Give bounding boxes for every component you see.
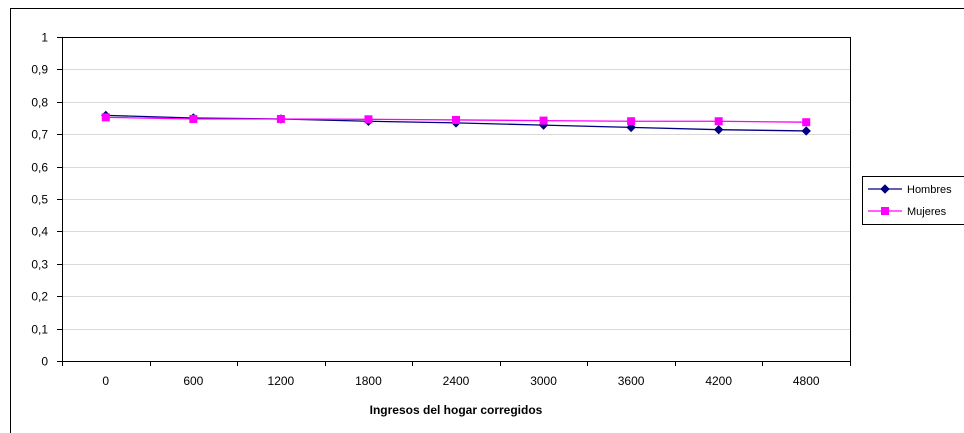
data-point-hombres [801, 126, 811, 136]
data-point-mujeres [276, 114, 285, 123]
data-point-mujeres [364, 115, 373, 124]
plot-area [62, 37, 851, 362]
data-point-mujeres [714, 117, 723, 126]
data-point-mujeres [452, 115, 460, 124]
y-tick-label: 0,6 [31, 161, 48, 175]
legend-label-mujeres: Mujeres [907, 206, 947, 218]
x-tick-label: 3000 [530, 374, 557, 388]
data-point-mujeres [802, 118, 811, 127]
y-tick-label: 0,8 [31, 96, 48, 110]
x-tick-label: 2400 [443, 374, 470, 388]
x-tick-label: 4800 [793, 374, 820, 388]
y-axis: 0 0,1 0,2 0,3 0,4 0,5 0,6 0,7 0,8 0,9 1 [31, 31, 62, 369]
x-tick-label: 0 [102, 374, 109, 388]
data-point-mujeres [101, 113, 110, 122]
legend: Hombres Mujeres [862, 176, 964, 225]
x-tick-label: 1200 [268, 374, 295, 388]
y-tick-label: 0,7 [31, 128, 48, 142]
legend-marker-hombres [880, 184, 890, 194]
y-tick-label: 1 [41, 31, 48, 45]
x-tick-label: 1800 [355, 374, 382, 388]
y-tick-label: 0,4 [31, 225, 48, 239]
x-axis: 0 600 1200 1800 2400 3000 3600 4200 4800 [62, 361, 851, 388]
x-tick-label: 4200 [705, 374, 732, 388]
x-tick-label: 600 [183, 374, 203, 388]
legend-marker-mujeres [881, 207, 889, 215]
y-tick-label: 0,9 [31, 63, 48, 77]
data-point-mujeres [539, 116, 548, 125]
y-tick-label: 0,1 [31, 323, 48, 337]
chart-frame [10, 8, 964, 433]
data-point-hombres [713, 124, 724, 135]
y-tick-label: 0,5 [31, 193, 48, 207]
data-point-hombres [626, 122, 636, 133]
y-tick-label: 0,3 [31, 258, 48, 272]
series-group [101, 110, 811, 136]
x-axis-title: Ingresos del hogar corregidos [370, 403, 543, 417]
gridlines [62, 69, 850, 330]
y-tick-label: 0,2 [31, 290, 48, 304]
x-tick-label: 3600 [618, 374, 645, 388]
legend-box [862, 176, 964, 225]
y-tick-label: 0 [41, 355, 48, 369]
legend-label-hombres: Hombres [907, 184, 952, 196]
data-point-mujeres [627, 117, 636, 126]
data-point-mujeres [189, 114, 198, 123]
